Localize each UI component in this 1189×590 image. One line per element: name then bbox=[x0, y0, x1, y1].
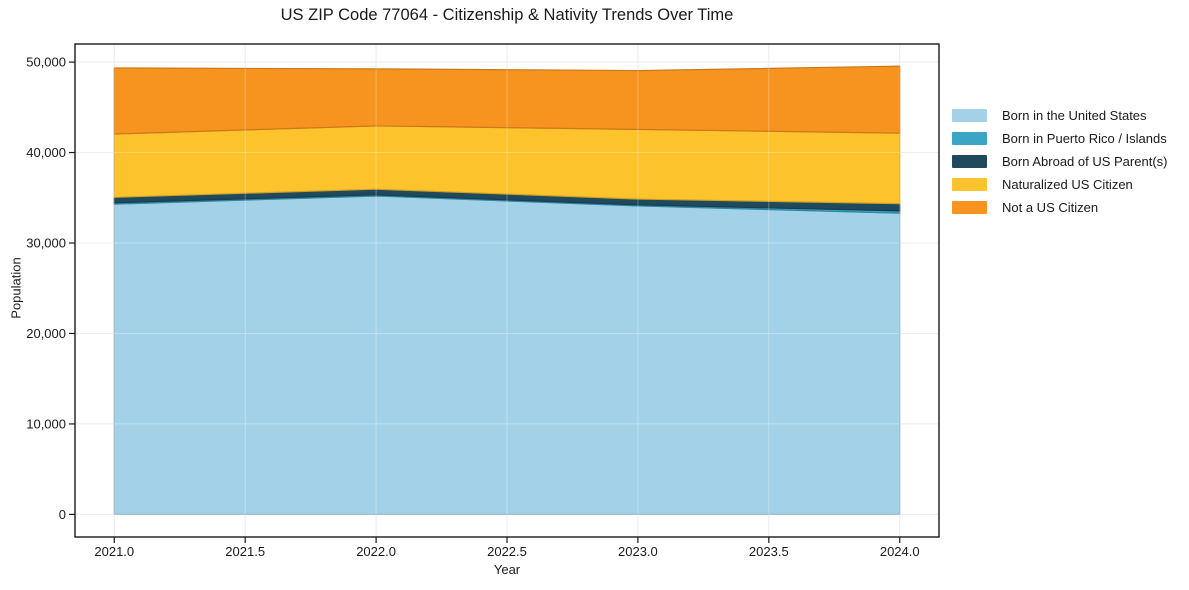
legend-label: Born in Puerto Rico / Islands bbox=[1002, 131, 1167, 146]
legend-swatch-born-abroad bbox=[952, 155, 987, 168]
legend-item-naturalized: Naturalized US Citizen bbox=[952, 173, 1167, 196]
legend-item-born-pr: Born in Puerto Rico / Islands bbox=[952, 127, 1167, 150]
svg-text:20,000: 20,000 bbox=[26, 326, 66, 341]
chart-title: US ZIP Code 77064 - Citizenship & Nativi… bbox=[280, 6, 734, 24]
svg-text:2021.5: 2021.5 bbox=[225, 544, 265, 559]
svg-text:2024.0: 2024.0 bbox=[880, 544, 920, 559]
svg-text:2021.0: 2021.0 bbox=[94, 544, 134, 559]
legend-label: Born in the United States bbox=[1002, 108, 1147, 123]
svg-text:40,000: 40,000 bbox=[26, 145, 66, 160]
svg-text:50,000: 50,000 bbox=[26, 55, 66, 70]
legend-swatch-born-pr bbox=[952, 132, 987, 145]
legend-swatch-naturalized bbox=[952, 178, 987, 191]
svg-text:2023.0: 2023.0 bbox=[618, 544, 658, 559]
legend: Born in the United States Born in Puerto… bbox=[952, 104, 1167, 219]
legend-item-not-citizen: Not a US Citizen bbox=[952, 196, 1167, 219]
legend-item-born-abroad: Born Abroad of US Parent(s) bbox=[952, 150, 1167, 173]
legend-label: Not a US Citizen bbox=[1002, 200, 1099, 215]
legend-label: Born Abroad of US Parent(s) bbox=[1002, 154, 1168, 169]
svg-text:2022.5: 2022.5 bbox=[487, 544, 527, 559]
svg-text:2023.5: 2023.5 bbox=[749, 544, 789, 559]
legend-swatch-not-citizen bbox=[952, 201, 987, 214]
svg-text:30,000: 30,000 bbox=[26, 236, 66, 251]
legend-label: Naturalized US Citizen bbox=[1002, 177, 1133, 192]
svg-text:2022.0: 2022.0 bbox=[356, 544, 396, 559]
svg-text:0: 0 bbox=[59, 507, 66, 522]
x-axis-label: Year bbox=[493, 562, 521, 577]
svg-text:10,000: 10,000 bbox=[26, 416, 66, 431]
legend-swatch-born-us bbox=[952, 109, 987, 122]
legend-item-born-us: Born in the United States bbox=[952, 104, 1167, 127]
